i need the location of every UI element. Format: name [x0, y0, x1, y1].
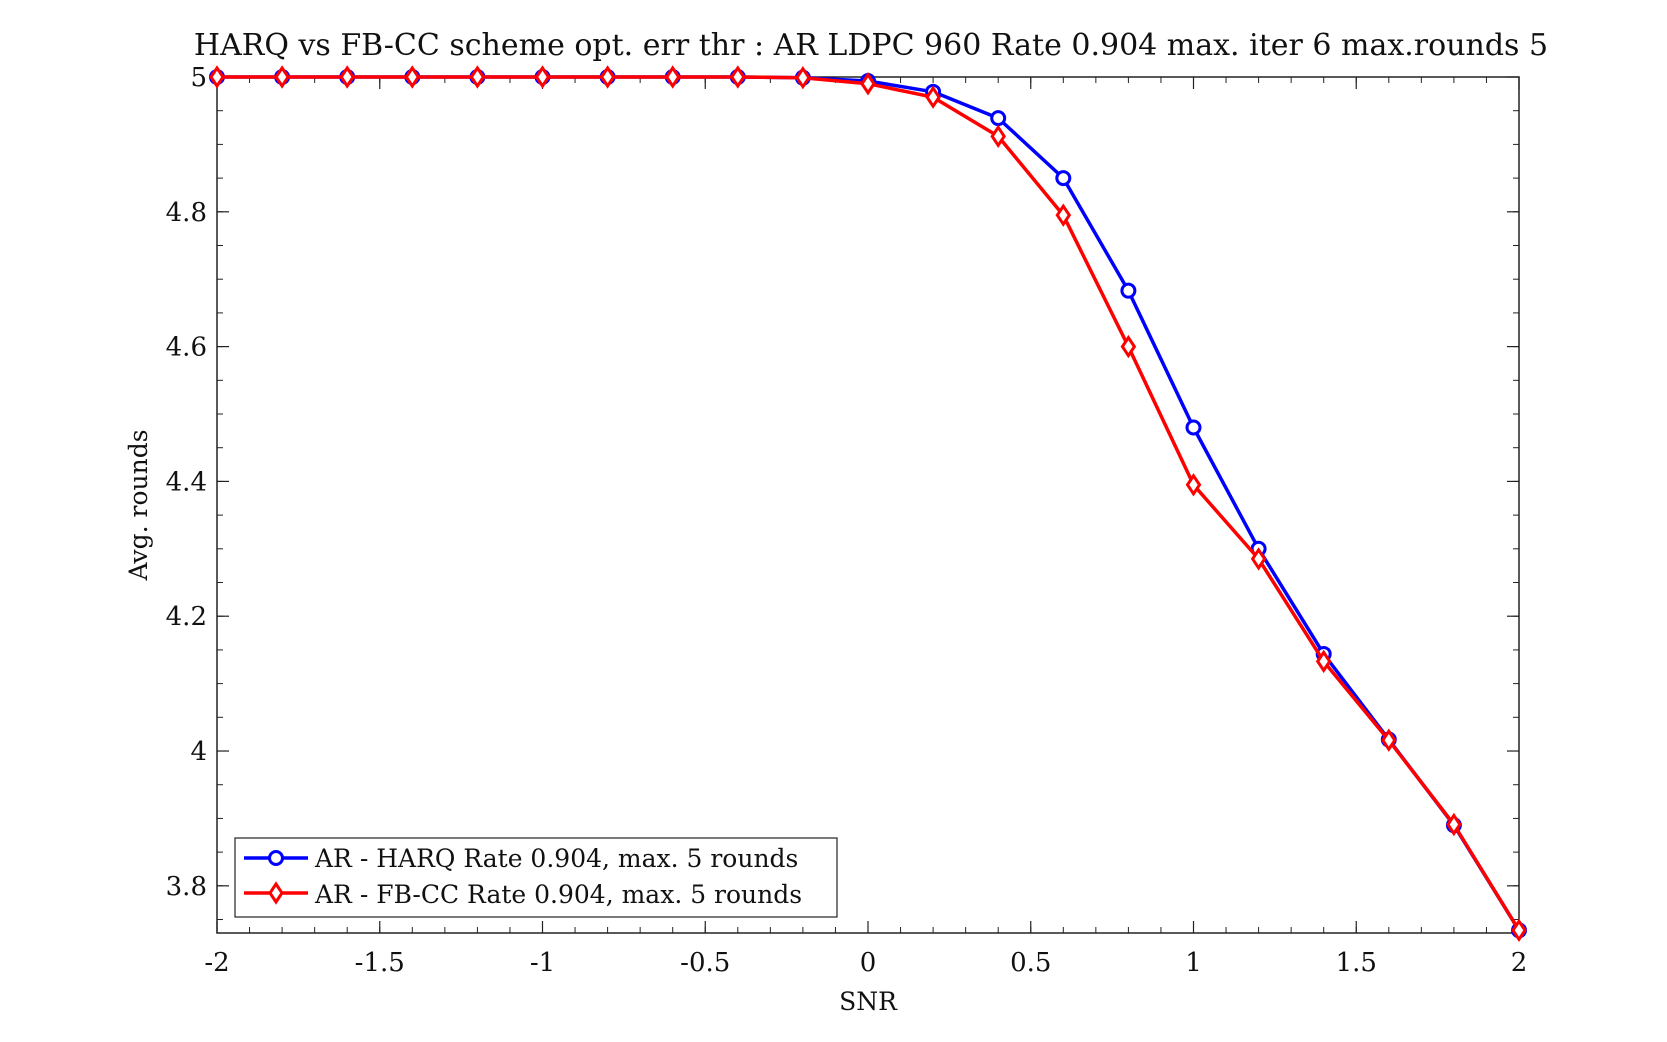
data-point-fbcc — [404, 65, 421, 89]
y-tick-label: 4.4 — [166, 467, 207, 497]
legend-label-harq: AR - HARQ Rate 0.904, max. 5 rounds — [314, 844, 798, 873]
data-point-fbcc — [729, 65, 746, 89]
legend-marker-harq — [268, 850, 284, 866]
data-point-harq — [1055, 170, 1072, 187]
data-point-harq — [1185, 419, 1202, 436]
data-point-fbcc — [599, 65, 616, 89]
x-tick-label: 1.5 — [1336, 948, 1377, 978]
y-tick-label: 3.8 — [166, 872, 207, 902]
data-point-fbcc — [534, 65, 551, 89]
data-point-fbcc — [1055, 203, 1072, 227]
legend-box — [234, 837, 838, 918]
chart-title: HARQ vs FB-CC scheme opt. err thr : AR L… — [194, 28, 1548, 63]
legend: AR - HARQ Rate 0.904, max. 5 rounds AR -… — [234, 837, 838, 918]
x-tick-label: 0.5 — [1010, 948, 1051, 978]
y-tick-label: 4.2 — [166, 602, 207, 632]
data-point-harq — [990, 110, 1007, 127]
data-point-fbcc — [339, 65, 356, 89]
x-tick-label: 1 — [1185, 948, 1202, 978]
y-tick-label: 5 — [190, 63, 207, 93]
x-tick-label: 0 — [860, 948, 877, 978]
legend-marker-fbcc — [268, 881, 284, 905]
data-point-fbcc — [1250, 547, 1267, 571]
x-tick-label: -0.5 — [680, 948, 730, 978]
x-axis-label: SNR — [839, 987, 898, 1016]
y-tick-label: 4 — [190, 737, 207, 767]
x-tick-label: -1 — [530, 948, 555, 978]
data-point-fbcc — [209, 65, 225, 89]
y-tick-label: 4.6 — [166, 333, 207, 363]
data-point-fbcc — [1380, 728, 1397, 752]
y-axis-label: Avg. rounds — [124, 429, 153, 581]
x-axis-ticks: -2 -1.5 -1 -0.5 0 0.5 1 1.5 2 — [204, 77, 1527, 978]
data-point-fbcc — [990, 124, 1007, 149]
plot-frame — [216, 76, 1520, 934]
legend-label-fbcc: AR - FB-CC Rate 0.904, max. 5 rounds — [314, 880, 802, 909]
data-point-fbcc — [1446, 812, 1462, 837]
y-axis-ticks: 3.8 4 4.2 4.4 4.6 4.8 5 — [166, 63, 1519, 921]
data-point-fbcc — [1120, 334, 1137, 359]
data-point-fbcc — [860, 72, 876, 96]
x-tick-label: -1.5 — [355, 948, 405, 978]
y-tick-label: 4.8 — [166, 198, 207, 228]
data-point-fbcc — [469, 65, 486, 89]
data-point-fbcc — [274, 65, 290, 89]
x-tick-label: 2 — [1511, 948, 1528, 978]
data-point-fbcc — [664, 65, 681, 89]
data-point-fbcc — [795, 65, 811, 90]
data-point-fbcc — [1185, 473, 1202, 497]
data-point-harq — [1120, 282, 1137, 299]
series-layer — [209, 65, 1527, 943]
x-tick-label: -2 — [204, 948, 229, 978]
data-point-fbcc — [1315, 649, 1332, 674]
data-point-fbcc — [925, 85, 941, 109]
data-point-fbcc — [1511, 918, 1527, 943]
